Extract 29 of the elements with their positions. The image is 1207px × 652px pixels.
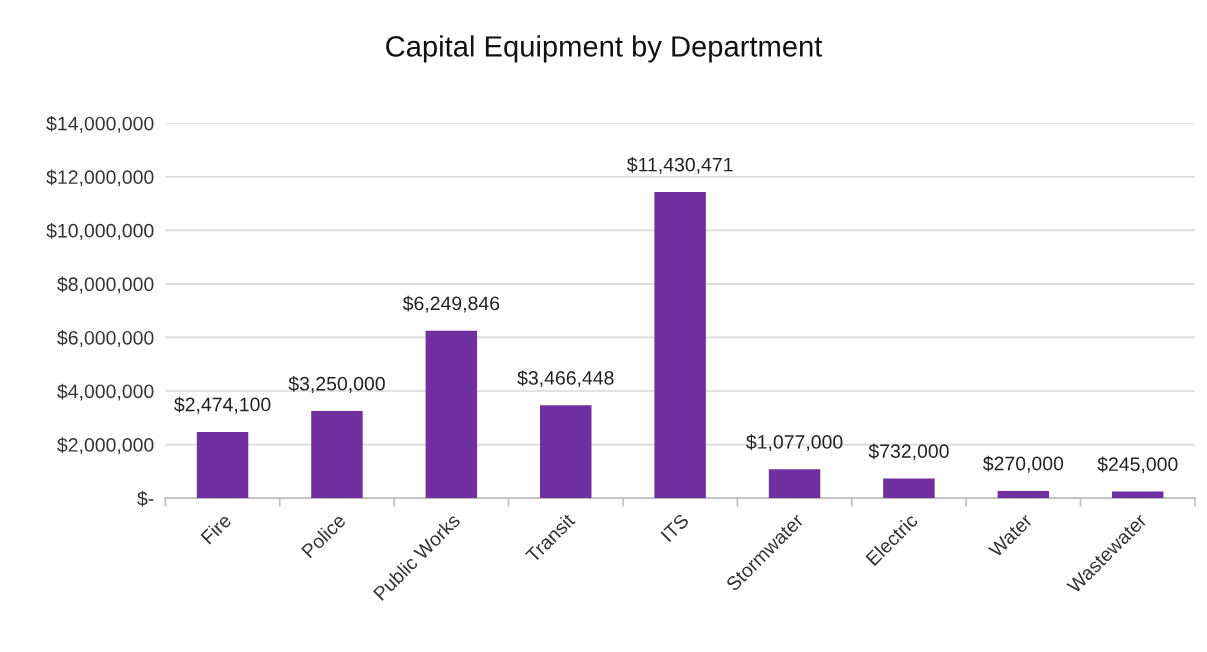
data-label: $270,000	[983, 455, 1064, 473]
y-tick-label: $2,000,000	[57, 437, 154, 455]
data-label: $3,466,448	[517, 370, 614, 388]
data-label: $11,430,471	[627, 156, 733, 174]
bar	[768, 469, 821, 499]
bar	[997, 490, 1050, 499]
data-label: $3,250,000	[288, 376, 385, 393]
x-tick-label: ITS	[660, 513, 690, 543]
data-label: $245,000	[1097, 456, 1178, 474]
y-tick-label: $8,000,000	[57, 276, 154, 294]
data-label: $1,077,000	[746, 434, 843, 452]
data-label: $6,249,846	[402, 295, 500, 313]
bar	[883, 478, 935, 499]
x-tick-label: Fire	[200, 512, 233, 545]
y-tick-label: $14,000,000	[46, 115, 154, 133]
bar	[311, 411, 363, 499]
y-tick-label: $6,000,000	[57, 330, 154, 347]
y-tick-label: $12,000,000	[46, 169, 154, 187]
bar	[196, 431, 249, 499]
chart-title: Capital Equipment by Department	[386, 35, 823, 63]
y-tick-label: $-	[137, 490, 154, 507]
bar	[425, 330, 478, 499]
y-tick-label: $10,000,000	[46, 222, 154, 240]
bar	[1111, 491, 1164, 499]
bar	[654, 192, 706, 499]
data-label: $2,474,100	[174, 396, 271, 414]
bar	[540, 405, 592, 499]
y-tick-label: $4,000,000	[57, 383, 154, 401]
data-label: $732,000	[868, 443, 949, 461]
